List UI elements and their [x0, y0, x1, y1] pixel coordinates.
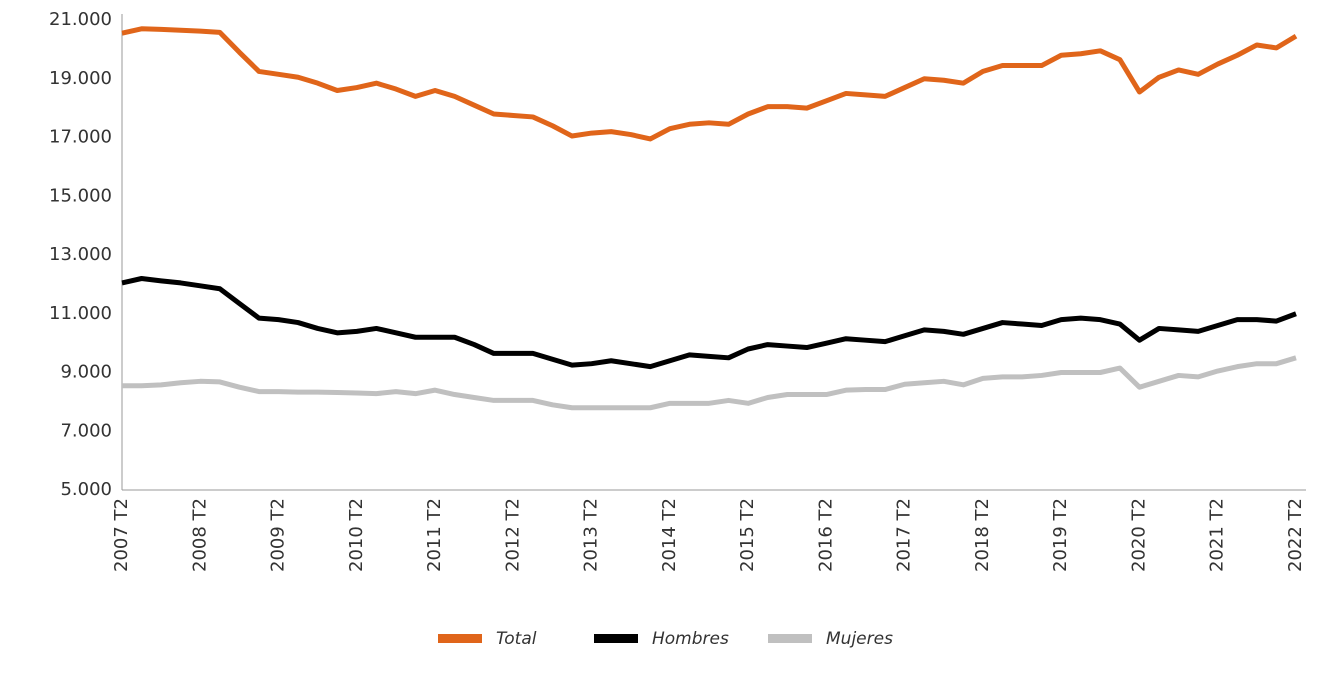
x-tick-label: 2017 T2 [894, 498, 915, 572]
legend-swatch [768, 634, 812, 643]
y-tick-label: 17.000 [49, 127, 112, 148]
legend-label: Mujeres [826, 629, 893, 649]
x-tick-label: 2014 T2 [659, 498, 680, 572]
x-tick-label: 2016 T2 [815, 498, 836, 572]
line-series [122, 355, 1297, 411]
x-tick-label: 2018 T2 [972, 498, 993, 572]
x-tick-label: 2020 T2 [1128, 498, 1149, 572]
x-tick-label: 2013 T2 [581, 498, 602, 572]
line-series [121, 26, 1298, 142]
x-tick-label: 2019 T2 [1050, 498, 1071, 572]
x-tick-label: 2011 T2 [424, 498, 445, 572]
x-tick-label: 2021 T2 [1207, 498, 1228, 572]
x-tick-label: 2008 T2 [189, 498, 210, 572]
y-tick-label: 15.000 [49, 185, 112, 206]
legend-label: Total [496, 629, 537, 649]
legend-swatch [594, 634, 638, 643]
y-tick-label: 19.000 [49, 68, 112, 89]
x-tick-label: 2009 T2 [268, 498, 289, 572]
x-tick-label: 2012 T2 [502, 498, 523, 572]
x-tick-label: 2010 T2 [346, 498, 367, 572]
y-tick-label: 21.000 [49, 9, 112, 30]
x-tick-label: 2022 T2 [1285, 498, 1306, 572]
legend-swatch [438, 634, 482, 643]
y-tick-label: 11.000 [49, 303, 112, 324]
y-tick-label: 9.000 [60, 362, 112, 383]
x-tick-label: 2007 T2 [111, 498, 132, 572]
line-series [121, 276, 1297, 370]
y-tick-label: 13.000 [49, 244, 112, 265]
legend-label: Hombres [652, 629, 729, 649]
y-tick-label: 7.000 [60, 420, 112, 441]
y-tick-label: 5.000 [60, 479, 112, 500]
x-tick-label: 2015 T2 [737, 498, 758, 572]
